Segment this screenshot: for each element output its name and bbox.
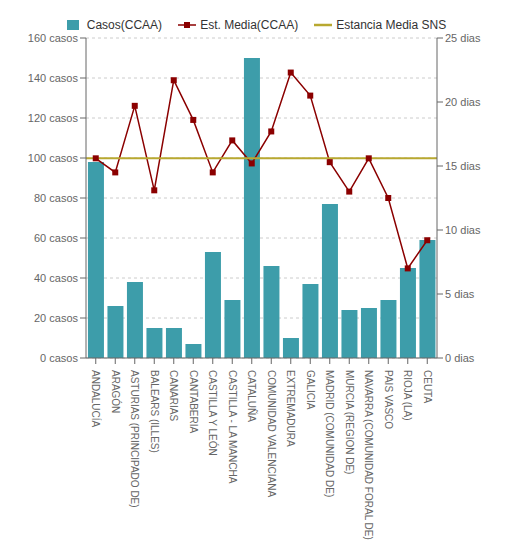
svg-text:ASTURIAS (PRINCIPADO DE): ASTURIAS (PRINCIPADO DE) <box>129 370 140 508</box>
svg-text:20 dias: 20 dias <box>445 96 481 108</box>
svg-text:PAIS VASCO: PAIS VASCO <box>383 370 394 429</box>
svg-text:80 casos: 80 casos <box>34 192 79 204</box>
svg-text:CEUTA: CEUTA <box>422 370 433 403</box>
svg-text:CATALUÑA: CATALUÑA <box>246 370 258 422</box>
svg-text:25 dias: 25 dias <box>445 32 481 44</box>
svg-text:100 casos: 100 casos <box>28 152 79 164</box>
svg-text:CASTILLA - LA MANCHA: CASTILLA - LA MANCHA <box>227 370 238 484</box>
svg-text:GALICIA: GALICIA <box>305 370 316 410</box>
html-text:Estancia Media SNS: Estancia Media SNS <box>336 18 447 32</box>
svg-text:40 casos: 40 casos <box>34 272 79 284</box>
svg-text:15 dias: 15 dias <box>445 160 481 172</box>
svg-text:CASTILLA Y LEÓN: CASTILLA Y LEÓN <box>207 370 219 456</box>
svg-text:20 casos: 20 casos <box>34 312 79 324</box>
html-text:Est. Media(CCAA): Est. Media(CCAA) <box>200 18 299 32</box>
svg-text:0 casos: 0 casos <box>40 352 78 364</box>
svg-text:ARAGÓN: ARAGÓN <box>110 370 122 413</box>
svg-text:60 casos: 60 casos <box>34 232 79 244</box>
svg-text:0 dias: 0 dias <box>445 352 475 364</box>
svg-text:10 dias: 10 dias <box>445 224 481 236</box>
svg-text:EXTREMADURA: EXTREMADURA <box>285 370 296 447</box>
svg-text:COMUNIDAD VALENCIANA: COMUNIDAD VALENCIANA <box>266 370 277 497</box>
svg-text:CANTABERIA: CANTABERIA <box>188 370 199 433</box>
svg-text:ANDALUCÍA: ANDALUCÍA <box>90 370 102 428</box>
svg-text:5 dias: 5 dias <box>445 288 475 300</box>
svg-text:RIOJA (LA): RIOJA (LA) <box>402 370 413 421</box>
svg-text:NAVARRA (COMUNIDAD FORAL DE): NAVARRA (COMUNIDAD FORAL DE) <box>363 370 374 540</box>
svg-text:CANARIAS: CANARIAS <box>168 370 179 421</box>
svg-text:160 casos: 160 casos <box>28 32 79 44</box>
svg-text:BALEARS (ILLES): BALEARS (ILLES) <box>149 370 160 453</box>
svg-text:MURCIA (REGION DE): MURCIA (REGION DE) <box>344 370 355 474</box>
html-text:Casos(CCAA): Casos(CCAA) <box>86 18 163 32</box>
svg-text:120 casos: 120 casos <box>28 112 79 124</box>
svg-text:MADRID (COMUNIDAD DE): MADRID (COMUNIDAD DE) <box>324 370 335 497</box>
svg-text:140 casos: 140 casos <box>28 72 79 84</box>
